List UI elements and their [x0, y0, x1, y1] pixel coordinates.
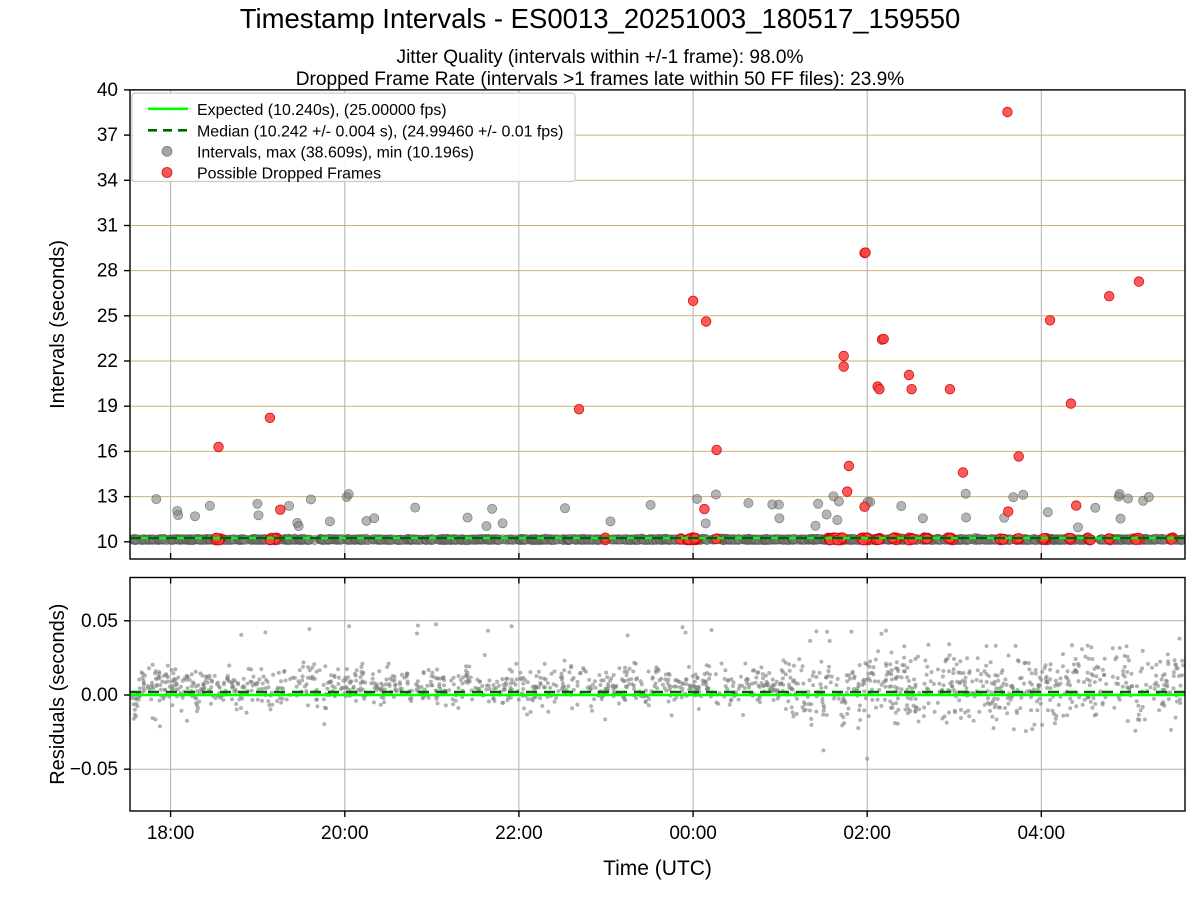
svg-text:0.00: 0.00 — [81, 685, 118, 706]
svg-text:18:00: 18:00 — [147, 823, 195, 844]
svg-text:28: 28 — [97, 261, 118, 282]
svg-text:34: 34 — [97, 170, 119, 191]
svg-text:16: 16 — [97, 441, 118, 462]
svg-text:04:00: 04:00 — [1018, 823, 1066, 844]
svg-text:02:00: 02:00 — [843, 823, 891, 844]
svg-text:40: 40 — [97, 80, 118, 101]
svg-text:31: 31 — [97, 216, 118, 237]
svg-text:13: 13 — [97, 487, 118, 508]
svg-text:22:00: 22:00 — [495, 823, 543, 844]
svg-text:Time (UTC): Time (UTC) — [603, 857, 712, 880]
svg-text:0.05: 0.05 — [81, 611, 118, 632]
svg-text:Median (10.242 +/- 0.004 s), (: Median (10.242 +/- 0.004 s), (24.99460 +… — [197, 123, 563, 140]
svg-text:25: 25 — [97, 306, 118, 327]
svg-text:Residuals (seconds): Residuals (seconds) — [47, 604, 69, 785]
svg-text:00:00: 00:00 — [669, 823, 717, 844]
svg-text:−0.05: −0.05 — [70, 759, 118, 780]
svg-text:20:00: 20:00 — [321, 823, 369, 844]
svg-text:Intervals, max (38.609s), min: Intervals, max (38.609s), min (10.196s) — [197, 144, 474, 161]
svg-text:37: 37 — [97, 125, 118, 146]
svg-text:19: 19 — [97, 396, 118, 417]
svg-text:Expected (10.240s), (25.00000: Expected (10.240s), (25.00000 fps) — [197, 102, 447, 119]
svg-text:Possible Dropped Frames: Possible Dropped Frames — [197, 166, 381, 183]
svg-text:22: 22 — [97, 351, 118, 372]
svg-text:Intervals (seconds): Intervals (seconds) — [47, 240, 69, 409]
svg-text:10: 10 — [97, 532, 118, 553]
